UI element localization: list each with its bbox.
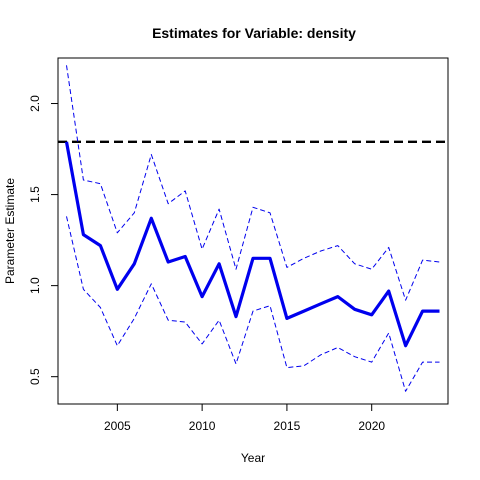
y-tick-label: 2.0: [28, 95, 42, 112]
x-axis-label: Year: [241, 451, 265, 465]
upper-series-line: [66, 65, 440, 301]
chart-title: Estimates for Variable: density: [152, 25, 356, 41]
estimate-series-line: [64, 141, 440, 348]
y-axis-label: Parameter Estimate: [3, 178, 17, 284]
lower-series-line: [66, 216, 440, 392]
x-tick-label: 2005: [104, 419, 131, 433]
x-tick-label: 2020: [358, 419, 385, 433]
y-axis: 0.5 1.0 1.5 2.0: [28, 95, 59, 385]
x-axis: 2005 2010 2015 2020: [104, 403, 385, 433]
y-tick-label: 0.5: [28, 368, 42, 385]
y-tick-label: 1.0: [28, 277, 42, 294]
x-tick-label: 2010: [189, 419, 216, 433]
x-tick-label: 2015: [274, 419, 301, 433]
y-tick-label: 1.5: [28, 186, 42, 203]
plot-area: [58, 65, 448, 392]
